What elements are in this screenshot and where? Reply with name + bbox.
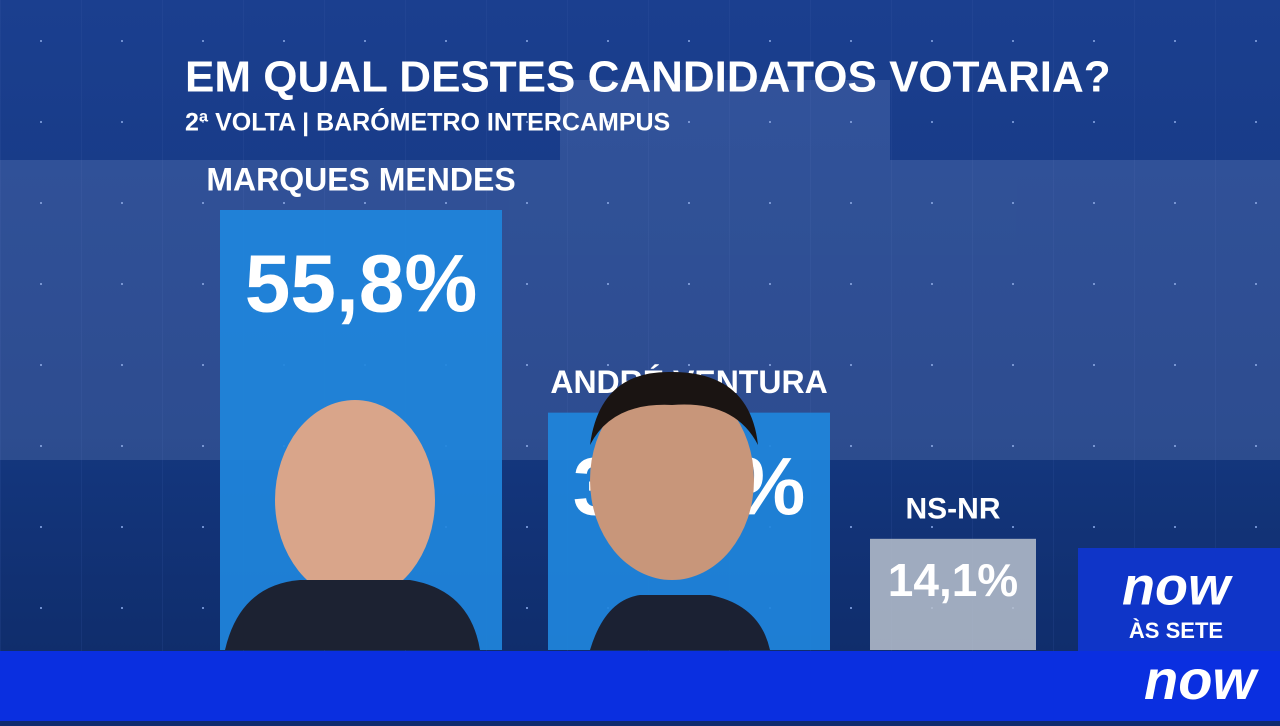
- bar: [870, 538, 1036, 650]
- category-label: MARQUES MENDES: [206, 161, 515, 197]
- value-label: 55,8%: [245, 239, 478, 330]
- portraits: [225, 371, 770, 650]
- bottom-band: [0, 651, 1280, 721]
- category-label: NS-NR: [906, 493, 1001, 526]
- logo: now: [1122, 556, 1233, 616]
- show-logo-box: [1078, 548, 1280, 651]
- show-name: ÀS SETE: [1129, 618, 1223, 643]
- value-label: 14,1%: [888, 554, 1018, 606]
- logo: now: [1144, 648, 1259, 711]
- chart-title: EM QUAL DESTES CANDIDATOS VOTARIA?: [185, 53, 1111, 102]
- chart-subtitle: 2ª VOLTA | BARÓMETRO INTERCAMPUS: [185, 107, 670, 137]
